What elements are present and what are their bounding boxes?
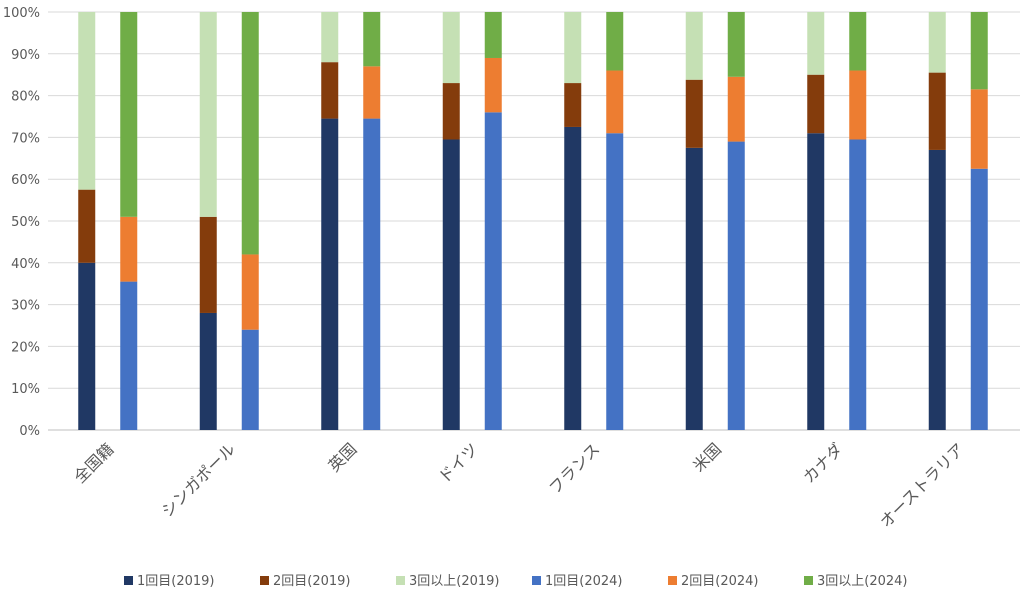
bar-segment	[363, 12, 381, 67]
x-tick-label: カナダ	[799, 439, 846, 486]
bar-segment	[928, 72, 946, 150]
y-tick-label: 20%	[11, 340, 40, 355]
bar-segment	[442, 83, 460, 140]
gridlines	[48, 11, 1020, 431]
bar-segment	[241, 329, 259, 430]
bar-segment	[321, 118, 339, 430]
bars	[78, 12, 988, 431]
legend-swatch	[532, 576, 541, 585]
y-tick-label: 70%	[11, 131, 40, 146]
bar-segment	[970, 12, 988, 90]
bar-segment	[321, 12, 339, 63]
bar-segment	[241, 254, 259, 330]
bar-segment	[363, 66, 381, 119]
legend-swatch	[668, 576, 677, 585]
bar-segment	[120, 12, 138, 217]
x-tick-label: シンガポール	[158, 439, 239, 520]
bar-segment	[120, 281, 138, 430]
x-tick-label: フランス	[545, 439, 603, 497]
bar-segment	[807, 133, 825, 430]
y-tick-label: 100%	[3, 6, 40, 21]
legend-swatch	[260, 576, 269, 585]
bar-segment	[199, 12, 217, 217]
bar-segment	[484, 112, 502, 430]
y-tick-label: 60%	[11, 173, 40, 188]
y-tick-label: 40%	[11, 257, 40, 272]
bar-segment	[484, 57, 502, 113]
bar-segment	[321, 62, 339, 119]
y-axis-ticks: 0% 10% 20% 30% 40% 50% 60% 70% 80% 90% 100%	[3, 6, 40, 439]
y-tick-label: 90%	[11, 48, 40, 63]
bar-segment	[564, 83, 582, 127]
legend-swatch	[804, 576, 813, 585]
legend-label: 1回目(2024)	[545, 574, 623, 589]
bar-segment	[685, 12, 703, 80]
y-tick-label: 30%	[11, 299, 40, 314]
y-tick-label: 80%	[11, 90, 40, 105]
bar-segment	[78, 189, 96, 263]
bar-segment	[78, 12, 96, 190]
bar-segment	[685, 79, 703, 148]
bar-segment	[606, 12, 624, 71]
y-tick-label: 50%	[11, 215, 40, 230]
legend-label: 3回以上(2024)	[817, 574, 908, 589]
bar-segment	[199, 312, 217, 430]
bar-segment	[807, 74, 825, 134]
x-tick-label: オーストラリア	[876, 439, 968, 531]
bar-segment	[564, 126, 582, 430]
bar-segment	[685, 147, 703, 430]
x-axis-ticks: 全国籍 シンガポール 英国 ドイツ フランス 米国 カナダ オーストラリア	[70, 439, 968, 531]
bar-segment	[849, 139, 867, 431]
bar-segment	[606, 70, 624, 134]
bar-segment	[970, 168, 988, 430]
bar-segment	[564, 12, 582, 84]
legend-swatch	[124, 576, 133, 585]
x-tick-label: 米国	[689, 439, 725, 475]
legend: 1回目(2019) 2回目(2019) 3回以上(2019) 1回目(2024) 2回目…	[124, 574, 908, 589]
bar-segment	[849, 12, 867, 71]
bar-segment	[727, 141, 745, 430]
bar-segment	[727, 76, 745, 142]
bar-segment	[442, 139, 460, 431]
bar-segment	[727, 12, 745, 77]
bar-segment	[849, 70, 867, 140]
bar-segment	[363, 118, 381, 430]
bar-segment	[928, 12, 946, 73]
x-tick-label: 英国	[325, 439, 361, 475]
legend-swatch	[396, 576, 405, 585]
legend-label: 3回以上(2019)	[409, 574, 500, 589]
bar-segment	[78, 262, 96, 430]
x-tick-label: ドイツ	[435, 439, 482, 486]
y-tick-label: 0%	[19, 424, 40, 439]
bar-segment	[970, 89, 988, 169]
bar-segment	[807, 12, 825, 75]
bar-segment	[120, 216, 138, 282]
bar-segment	[606, 133, 624, 430]
y-tick-label: 10%	[11, 382, 40, 397]
x-tick-label: 全国籍	[70, 439, 117, 486]
bar-segment	[241, 12, 259, 255]
bar-segment	[484, 12, 502, 58]
bar-segment	[199, 216, 217, 313]
bar-segment	[442, 12, 460, 84]
legend-label: 1回目(2019)	[137, 574, 215, 589]
legend-label: 2回目(2024)	[681, 574, 759, 589]
legend-label: 2回目(2019)	[273, 574, 351, 589]
bar-segment	[928, 149, 946, 430]
